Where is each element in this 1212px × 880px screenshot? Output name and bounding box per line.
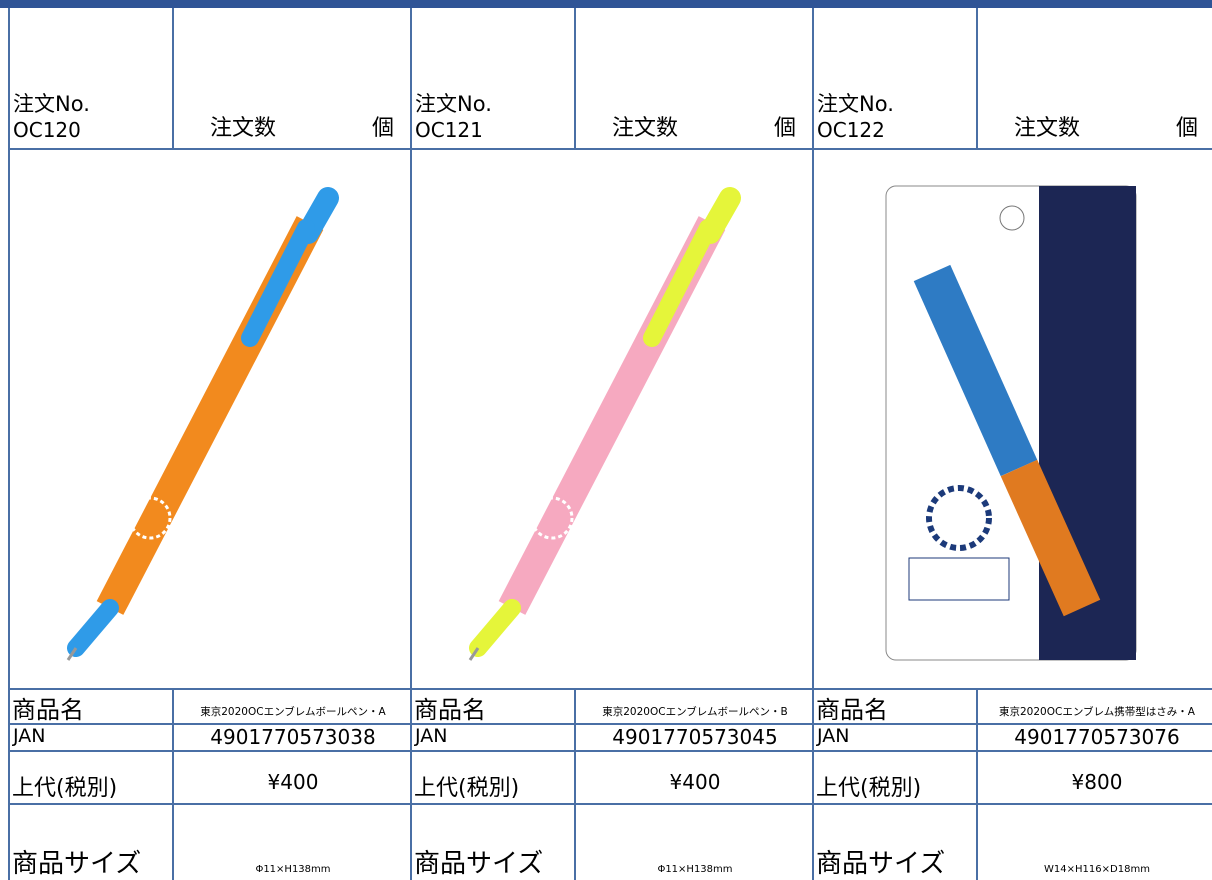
image-shape xyxy=(250,228,306,338)
name-cell: 東京2020OCエンブレムボールペン・A xyxy=(172,688,412,725)
jan-cell: 4901770573045 xyxy=(574,723,814,752)
jan-label: JAN xyxy=(13,727,45,746)
price-label: 上代(税別) xyxy=(414,778,519,800)
jan-code: 4901770573038 xyxy=(174,727,412,747)
price: ¥800 xyxy=(978,772,1212,792)
size-label-cell: 商品サイズ xyxy=(410,803,576,880)
price: ¥400 xyxy=(174,772,412,792)
image-cell xyxy=(410,148,814,690)
size-label-cell: 商品サイズ xyxy=(8,803,174,880)
name-label: 商品名 xyxy=(414,698,486,722)
order-code: OC121 xyxy=(415,120,483,140)
name-label-cell: 商品名 xyxy=(410,688,576,725)
image-shape xyxy=(76,608,110,648)
product-name: 東京2020OCエンブレムボールペン・A xyxy=(174,706,412,719)
name-label-cell: 商品名 xyxy=(8,688,174,725)
qty-label: 注文数 xyxy=(612,118,678,140)
product-name: 東京2020OCエンブレム携帯型はさみ・A xyxy=(978,706,1212,719)
order-cell: 注文No. OC122 xyxy=(812,8,978,150)
top-bar xyxy=(0,0,1212,8)
jan-code: 4901770573045 xyxy=(576,727,814,747)
page: 注文No.OC120注文数個商品名東京2020OCエンブレムボールペン・AJAN… xyxy=(0,0,1212,880)
image-cell xyxy=(8,148,412,690)
image-cell xyxy=(812,148,1212,690)
product-image xyxy=(412,148,812,686)
jan-cell: 4901770573076 xyxy=(976,723,1212,752)
qty-unit: 個 xyxy=(1176,118,1198,140)
qty-unit: 個 xyxy=(372,118,394,140)
price-label: 上代(税別) xyxy=(12,778,117,800)
image-shape xyxy=(1000,206,1024,230)
jan-label: JAN xyxy=(817,727,849,746)
order-code: OC120 xyxy=(13,120,81,140)
order-cell: 注文No. OC120 xyxy=(8,8,174,150)
price-label-cell: 上代(税別) xyxy=(812,750,978,805)
name-cell: 東京2020OCエンブレムボールペン・B xyxy=(574,688,814,725)
order-no-label: 注文No. xyxy=(13,94,90,115)
price-label-cell: 上代(税別) xyxy=(8,750,174,805)
price-cell: ¥800 xyxy=(976,750,1212,805)
product-size: Φ11×H138mm xyxy=(576,865,814,875)
qty-unit: 個 xyxy=(774,118,796,140)
price-label-cell: 上代(税別) xyxy=(410,750,576,805)
order-no-label: 注文No. xyxy=(817,94,894,115)
price: ¥400 xyxy=(576,772,814,792)
price-label: 上代(税別) xyxy=(816,778,921,800)
qty-cell: 注文数 個 xyxy=(574,8,814,150)
price-cell: ¥400 xyxy=(172,750,412,805)
qty-cell: 注文数 個 xyxy=(172,8,412,150)
name-cell: 東京2020OCエンブレム携帯型はさみ・A xyxy=(976,688,1212,725)
size-cell: W14×H116×D18mm xyxy=(976,803,1212,880)
qty-label: 注文数 xyxy=(210,118,276,140)
product-size: Φ11×H138mm xyxy=(174,865,412,875)
product-image xyxy=(10,148,410,686)
jan-label-cell: JAN xyxy=(410,723,576,752)
name-label: 商品名 xyxy=(12,698,84,722)
qty-label: 注文数 xyxy=(1014,118,1080,140)
order-cell: 注文No. OC121 xyxy=(410,8,576,150)
jan-label-cell: JAN xyxy=(8,723,174,752)
size-label: 商品サイズ xyxy=(12,851,141,877)
size-label: 商品サイズ xyxy=(414,851,543,877)
product-size: W14×H116×D18mm xyxy=(978,865,1212,875)
size-label: 商品サイズ xyxy=(816,851,945,877)
size-label-cell: 商品サイズ xyxy=(812,803,978,880)
order-no-label: 注文No. xyxy=(415,94,492,115)
name-label-cell: 商品名 xyxy=(812,688,978,725)
name-label: 商品名 xyxy=(816,698,888,722)
qty-cell: 注文数 個 xyxy=(976,8,1212,150)
jan-label: JAN xyxy=(415,727,447,746)
price-cell: ¥400 xyxy=(574,750,814,805)
image-shape xyxy=(652,228,708,338)
jan-cell: 4901770573038 xyxy=(172,723,412,752)
jan-code: 4901770573076 xyxy=(978,727,1212,747)
image-shape xyxy=(478,608,512,648)
jan-label-cell: JAN xyxy=(812,723,978,752)
product-image xyxy=(814,148,1212,686)
size-cell: Φ11×H138mm xyxy=(574,803,814,880)
order-code: OC122 xyxy=(817,120,885,140)
size-cell: Φ11×H138mm xyxy=(172,803,412,880)
product-name: 東京2020OCエンブレムボールペン・B xyxy=(576,706,814,719)
